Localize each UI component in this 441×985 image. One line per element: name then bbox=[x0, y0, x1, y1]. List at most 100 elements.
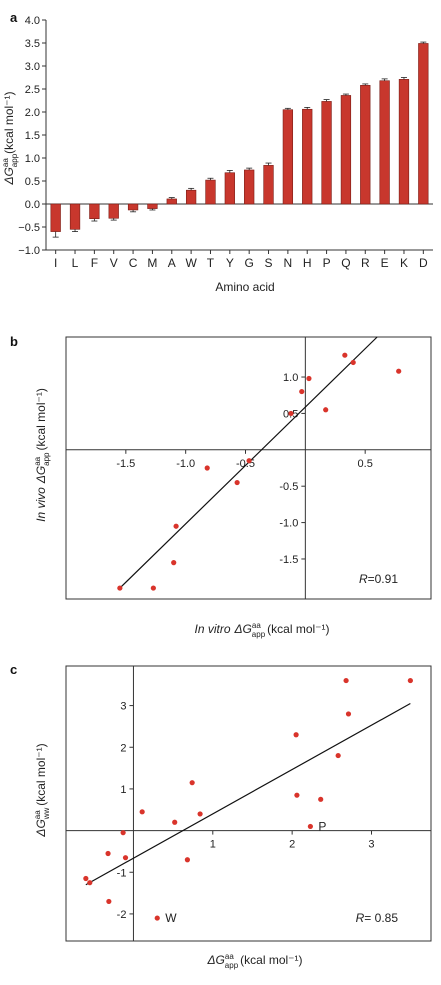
panel-c-point bbox=[318, 796, 324, 802]
panel-c-point-label: W bbox=[165, 911, 177, 925]
panel-a-y-tick-label: 2.5 bbox=[25, 84, 40, 96]
panel-a-x-tick-label: Y bbox=[226, 256, 234, 270]
panel-a-y-tick-label: 1.5 bbox=[25, 130, 40, 142]
panel-c-point bbox=[122, 855, 129, 861]
panel-a-bar bbox=[147, 203, 158, 209]
panel-c-fit-line bbox=[85, 702, 411, 886]
cx-sub: app bbox=[225, 961, 239, 970]
panel-b-point bbox=[342, 352, 348, 358]
panel-c-point bbox=[407, 677, 413, 684]
panel-a-bar bbox=[340, 95, 352, 205]
b-r-value: =0.91 bbox=[368, 572, 399, 586]
panel-a-bar bbox=[282, 109, 294, 205]
panel-a-x-tick-label: P bbox=[323, 256, 331, 270]
panel-a-bar bbox=[224, 172, 235, 205]
panel-c-point bbox=[106, 898, 112, 905]
panel-b: b -1.5-1.0-0.50.51.00.5-0.5-1.0-1.5 R=0.… bbox=[10, 334, 432, 639]
bx-pre: In vitro bbox=[194, 622, 230, 636]
by-pre: In vivo bbox=[34, 487, 48, 522]
panel-c-letter: c bbox=[10, 662, 17, 677]
c-r-var: R bbox=[356, 911, 365, 925]
panel-a-x-tick-label: E bbox=[381, 256, 389, 270]
cx-sup: aa bbox=[225, 952, 234, 961]
bx-sub: app bbox=[252, 630, 266, 639]
panel-b-point bbox=[204, 465, 210, 471]
panel-a-x-tick-label: F bbox=[91, 256, 98, 270]
panel-a-bar bbox=[50, 203, 61, 232]
panel-a-x-tick-label: Q bbox=[341, 256, 350, 270]
panel-c-x-tick-label: 1 bbox=[210, 839, 216, 851]
panel-a-y-tick-label: 3.0 bbox=[25, 61, 40, 73]
panel-c-point bbox=[139, 809, 145, 815]
panel-b-y-tick-label: -1.0 bbox=[279, 518, 298, 530]
by-main: ΔG bbox=[34, 466, 48, 484]
panel-a-bar bbox=[185, 189, 197, 205]
panel-b-point bbox=[150, 585, 156, 591]
panel-a-y-tick-label: 3.5 bbox=[25, 38, 40, 50]
panel-a-x-tick-label: C bbox=[129, 256, 138, 270]
panel-a-x-tick-label: T bbox=[207, 256, 215, 270]
panel-b-y-tick-label: -0.5 bbox=[279, 481, 298, 493]
panel-b-point bbox=[299, 388, 305, 395]
panel-a-bar bbox=[321, 101, 332, 205]
panel-c-point bbox=[293, 732, 299, 738]
panel-a-x-tick-label: M bbox=[147, 256, 157, 270]
b-r-var: R bbox=[359, 572, 368, 586]
panel-c-x-tick-label: 3 bbox=[368, 839, 374, 851]
panel-b-y-axis-label: In vivo ΔGaaapp (kcal mol⁻¹) bbox=[33, 388, 51, 522]
panel-c-point bbox=[87, 880, 93, 886]
panel-b-r-annotation: R=0.91 bbox=[359, 572, 398, 586]
panel-a-bar bbox=[244, 169, 255, 205]
panel-c-point bbox=[335, 752, 341, 759]
panel-c-frame bbox=[65, 665, 432, 942]
panel-b-x-tick-label: -1.5 bbox=[116, 458, 135, 470]
panel-a-x-tick-label: K bbox=[400, 256, 408, 270]
panel-c-y-tick-label: 1 bbox=[120, 784, 126, 796]
panel-a-y-tick-label: 1.0 bbox=[25, 153, 40, 165]
panel-a-x-tick-label: L bbox=[72, 256, 79, 270]
panel-a-x-tick-label: I bbox=[54, 256, 57, 270]
panel-b-x-tick-label: -1.0 bbox=[176, 458, 195, 470]
panel-a-bar bbox=[205, 179, 216, 205]
panel-a-x-axis-label: Amino acid bbox=[215, 280, 274, 294]
panel-b-point bbox=[234, 479, 240, 486]
panel-a-bar bbox=[89, 203, 100, 220]
cy-sup: aa bbox=[33, 810, 42, 819]
panel-c-point bbox=[83, 875, 89, 882]
panel-b-point bbox=[306, 375, 312, 382]
panel-c-point-label: P bbox=[318, 819, 326, 833]
bx-main: ΔG bbox=[234, 622, 252, 636]
panel-c-r-annotation: R= 0.85 bbox=[356, 911, 399, 925]
panel-a-bar bbox=[263, 165, 274, 205]
panel-c-point bbox=[154, 915, 160, 921]
panel-a: a 4.0 3.5 3.0 2.5 2.0 1.5 1.0 0.5 0.0 −0.5 −1.0 I L… bbox=[1, 10, 433, 294]
panel-a-x-tick-label: V bbox=[110, 256, 118, 270]
panel-b-y-tick-label: 1.0 bbox=[283, 372, 298, 384]
panel-a-x-tick-label: D bbox=[419, 256, 428, 270]
cx-main: ΔG bbox=[207, 953, 225, 967]
panel-b-point bbox=[350, 359, 356, 366]
by-sup: aa bbox=[33, 456, 42, 465]
panel-c-point bbox=[345, 711, 352, 717]
cy-unit: (kcal mol⁻¹) bbox=[34, 743, 48, 805]
panel-a-bar bbox=[302, 108, 313, 205]
panel-a-y-tick-label: −0.5 bbox=[18, 222, 40, 234]
panel-c-point bbox=[172, 819, 178, 825]
panel-a-bar bbox=[166, 198, 177, 205]
panel-a-y-tick-label: 2.0 bbox=[25, 107, 40, 119]
panel-c-point bbox=[197, 811, 203, 817]
panel-c-y-tick-label: -2 bbox=[117, 909, 127, 921]
panel-c-point bbox=[184, 857, 191, 863]
by-unit: (kcal mol⁻¹) bbox=[34, 388, 48, 450]
panel-b-point bbox=[117, 585, 123, 591]
panel-a-x-tick-label: G bbox=[245, 256, 254, 270]
ya-unit: (kcal mol⁻¹) bbox=[2, 92, 16, 154]
panel-a-bar bbox=[69, 203, 81, 230]
cx-unit: (kcal mol⁻¹) bbox=[240, 953, 302, 967]
panel-c-point bbox=[343, 677, 349, 684]
panel-c-y-tick-label: -1 bbox=[117, 867, 127, 879]
panel-c-point bbox=[105, 850, 111, 857]
panel-a-x-tick-label: S bbox=[265, 256, 273, 270]
panel-c-point bbox=[120, 830, 126, 836]
